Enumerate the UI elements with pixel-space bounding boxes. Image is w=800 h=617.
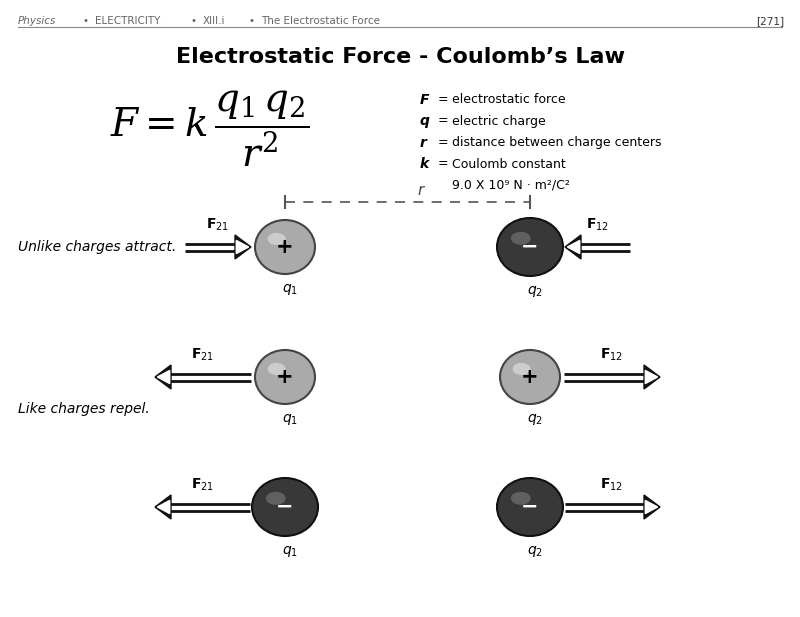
Ellipse shape (267, 233, 286, 245)
Ellipse shape (500, 350, 560, 404)
Polygon shape (646, 500, 658, 513)
Text: r: r (420, 136, 427, 150)
Polygon shape (155, 365, 171, 389)
Ellipse shape (497, 478, 563, 536)
Ellipse shape (497, 218, 563, 276)
Text: $\mathbf{F}_{12}$: $\mathbf{F}_{12}$ (601, 476, 623, 493)
Text: $\mathbf{F}_{12}$: $\mathbf{F}_{12}$ (601, 347, 623, 363)
Text: •: • (82, 16, 88, 26)
Text: $\mathbf{F}_{12}$: $\mathbf{F}_{12}$ (586, 217, 609, 233)
Ellipse shape (513, 363, 530, 375)
Text: −: − (522, 497, 538, 517)
Text: +: + (276, 237, 294, 257)
Polygon shape (236, 241, 249, 254)
Text: =: = (438, 93, 449, 106)
Ellipse shape (266, 492, 286, 505)
Polygon shape (644, 495, 660, 519)
Text: q: q (420, 115, 430, 128)
Text: $q_1$: $q_1$ (282, 412, 298, 427)
Text: Physics: Physics (18, 16, 56, 26)
Text: $q_2$: $q_2$ (527, 412, 543, 427)
Text: $\mathbf{F}_{21}$: $\mathbf{F}_{21}$ (191, 347, 214, 363)
Text: ELECTRICITY: ELECTRICITY (95, 16, 160, 26)
Polygon shape (235, 235, 251, 259)
Polygon shape (567, 241, 580, 254)
Text: Electrostatic Force - Coulomb’s Law: Electrostatic Force - Coulomb’s Law (175, 47, 625, 67)
Polygon shape (644, 365, 660, 389)
Polygon shape (158, 500, 170, 513)
Ellipse shape (252, 478, 318, 536)
Text: distance between charge centers: distance between charge centers (452, 136, 662, 149)
Text: =: = (438, 157, 449, 170)
Text: −: − (276, 497, 294, 517)
Text: $\mathbf{F}_{21}$: $\mathbf{F}_{21}$ (191, 476, 214, 493)
Ellipse shape (255, 350, 315, 404)
Text: r: r (418, 183, 424, 198)
Polygon shape (646, 370, 658, 384)
Ellipse shape (511, 492, 530, 505)
Text: =: = (438, 136, 449, 149)
Polygon shape (565, 235, 581, 259)
Text: $\mathit{F} = k\,\dfrac{q_1\,q_2}{r^2}$: $\mathit{F} = k\,\dfrac{q_1\,q_2}{r^2}$ (110, 89, 310, 169)
Text: 9.0 X 10⁹ N · m²/C²: 9.0 X 10⁹ N · m²/C² (452, 179, 570, 192)
Polygon shape (158, 370, 170, 384)
Text: =: = (438, 115, 449, 128)
Text: electrostatic force: electrostatic force (452, 93, 566, 106)
Text: Like charges repel.: Like charges repel. (18, 402, 150, 416)
Text: XIII.i: XIII.i (203, 16, 226, 26)
Ellipse shape (267, 363, 286, 375)
Text: +: + (521, 367, 539, 387)
Text: [271]: [271] (756, 16, 784, 26)
Text: −: − (522, 237, 538, 257)
Text: electric charge: electric charge (452, 115, 546, 128)
Polygon shape (155, 495, 171, 519)
Ellipse shape (255, 220, 315, 274)
Text: •: • (248, 16, 254, 26)
Text: $q_2$: $q_2$ (527, 284, 543, 299)
Ellipse shape (511, 232, 530, 245)
Text: Unlike charges attract.: Unlike charges attract. (18, 240, 176, 254)
Text: F: F (420, 93, 430, 107)
Text: k: k (420, 157, 430, 172)
Text: $q_1$: $q_1$ (282, 544, 298, 559)
Text: •: • (190, 16, 196, 26)
Text: $\mathbf{F}_{21}$: $\mathbf{F}_{21}$ (206, 217, 230, 233)
Text: Coulomb constant: Coulomb constant (452, 157, 566, 170)
Text: The Electrostatic Force: The Electrostatic Force (261, 16, 380, 26)
Text: +: + (276, 367, 294, 387)
Text: $q_2$: $q_2$ (527, 544, 543, 559)
Text: $q_1$: $q_1$ (282, 282, 298, 297)
